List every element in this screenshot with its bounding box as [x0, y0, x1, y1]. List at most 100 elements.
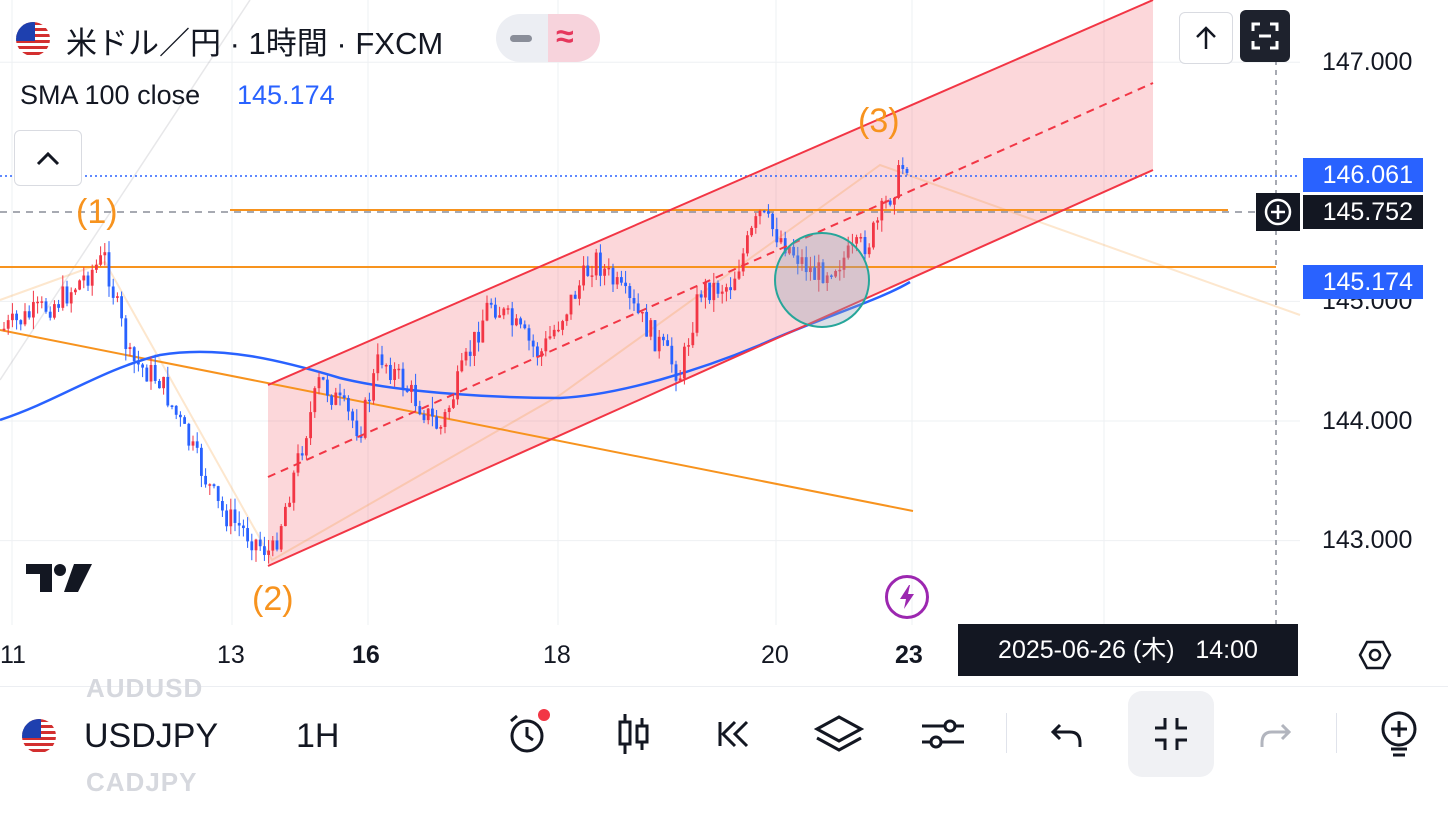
candle-body — [40, 301, 44, 303]
candle-body — [271, 540, 275, 551]
candle-body — [309, 412, 312, 439]
candle-body — [111, 286, 115, 298]
chart-type-button[interactable] — [604, 699, 662, 769]
candle-body — [599, 252, 602, 276]
add-alert-crosshair-button[interactable] — [1256, 193, 1300, 231]
candle-body — [305, 438, 308, 456]
candle-body — [687, 345, 690, 347]
candle-body — [313, 388, 317, 413]
compare-segment[interactable] — [548, 14, 600, 62]
price-tick: 143.000 — [1322, 526, 1413, 554]
candle-body — [275, 540, 279, 550]
chart-mode-toggle[interactable]: ≈ — [496, 14, 600, 62]
faint-line — [0, 0, 251, 381]
symbol-list-ghost-above: AUDUSD — [86, 673, 204, 703]
candle-body — [397, 368, 401, 371]
candle-body — [292, 472, 296, 503]
candle-body — [32, 302, 35, 318]
candle-body — [838, 269, 842, 272]
candle-body — [674, 364, 678, 381]
indicator-settings-button[interactable] — [914, 699, 972, 769]
candle-body — [762, 210, 766, 213]
candle-body — [300, 453, 304, 456]
candle-body — [208, 484, 212, 486]
candle-body — [212, 484, 216, 487]
candle-body — [158, 380, 161, 389]
last-price-label: 146.061 — [1303, 158, 1423, 192]
candle-body — [376, 354, 380, 374]
candle-body — [321, 377, 325, 380]
candle-body — [401, 368, 405, 391]
candle-body — [741, 253, 745, 272]
sliders-icon — [922, 719, 964, 749]
candle-body — [720, 291, 724, 294]
candle-body — [237, 522, 241, 526]
layers-button[interactable] — [810, 699, 868, 769]
candle-body — [359, 436, 363, 438]
time-tick: 11 — [0, 641, 26, 669]
candle-body — [439, 426, 443, 429]
indicator-label: SMA 100 close — [20, 80, 201, 110]
wave-label-3: (3) — [858, 102, 900, 140]
candle-body — [225, 510, 228, 527]
candle-body — [233, 509, 237, 523]
candle-body — [788, 246, 791, 254]
approx-icon: ≈ — [556, 18, 574, 54]
candle-body — [355, 420, 359, 437]
candle-body — [162, 376, 165, 389]
collapse-icon — [1155, 718, 1187, 750]
candle-body — [149, 365, 153, 382]
candle-body — [183, 417, 186, 424]
add-indicator-button[interactable] — [1370, 699, 1428, 769]
candle-body — [628, 286, 632, 299]
scroll-up-button[interactable] — [1179, 12, 1233, 64]
candle-body — [393, 368, 396, 381]
collapse-legend-button[interactable] — [14, 130, 82, 186]
candle-body — [137, 361, 140, 365]
candle-body — [414, 384, 417, 407]
candle-body — [666, 340, 669, 346]
us-jp-flag-icon — [16, 22, 50, 56]
arrow-up-icon — [1196, 26, 1216, 49]
chart-area[interactable]: 米ドル／円 · 1時間 · FXCM ≈ SMA 100 close 145.1… — [0, 0, 1448, 685]
time-tick: 13 — [217, 641, 245, 669]
candle-body — [48, 311, 52, 318]
undo-button[interactable] — [1038, 699, 1096, 769]
candle-body — [435, 416, 438, 429]
replay-button[interactable] — [706, 699, 764, 769]
candle-body — [6, 320, 10, 329]
candle-body — [506, 308, 510, 310]
candle-body — [132, 347, 136, 362]
chart-settings-icon[interactable] — [1358, 638, 1392, 672]
redo-button[interactable] — [1246, 699, 1304, 769]
candle-body — [527, 328, 531, 341]
interval-selector[interactable]: 1H — [296, 717, 340, 755]
candle-body — [712, 282, 716, 301]
candle-body — [263, 546, 266, 555]
candle-body — [221, 501, 224, 511]
candle-body — [573, 294, 577, 299]
candle-body — [267, 550, 270, 555]
candle-body — [620, 277, 623, 283]
fullscreen-button[interactable] — [1240, 10, 1290, 62]
candle-body — [636, 303, 640, 314]
candle-body — [704, 282, 707, 298]
time-tick: 20 — [761, 641, 789, 669]
candle-body — [120, 296, 123, 319]
candle-body — [754, 216, 758, 228]
candle-body — [405, 390, 409, 392]
wave-label-1: (1) — [76, 193, 118, 231]
candle-body — [191, 441, 195, 446]
candle-body — [653, 320, 657, 352]
lightning-icon[interactable] — [885, 575, 929, 619]
price-tick: 144.000 — [1322, 407, 1413, 435]
symbol-selector[interactable]: USDJPY — [84, 717, 219, 755]
sma-price-label: 145.174 — [1303, 265, 1423, 299]
collapse-button[interactable] — [1142, 699, 1200, 769]
candle-body — [426, 408, 430, 421]
candle-body — [502, 308, 506, 316]
chart-canvas[interactable] — [0, 0, 1448, 685]
time-tick: 16 — [352, 641, 380, 669]
alert-button[interactable] — [498, 699, 556, 769]
channel-median — [267, 82, 1154, 478]
